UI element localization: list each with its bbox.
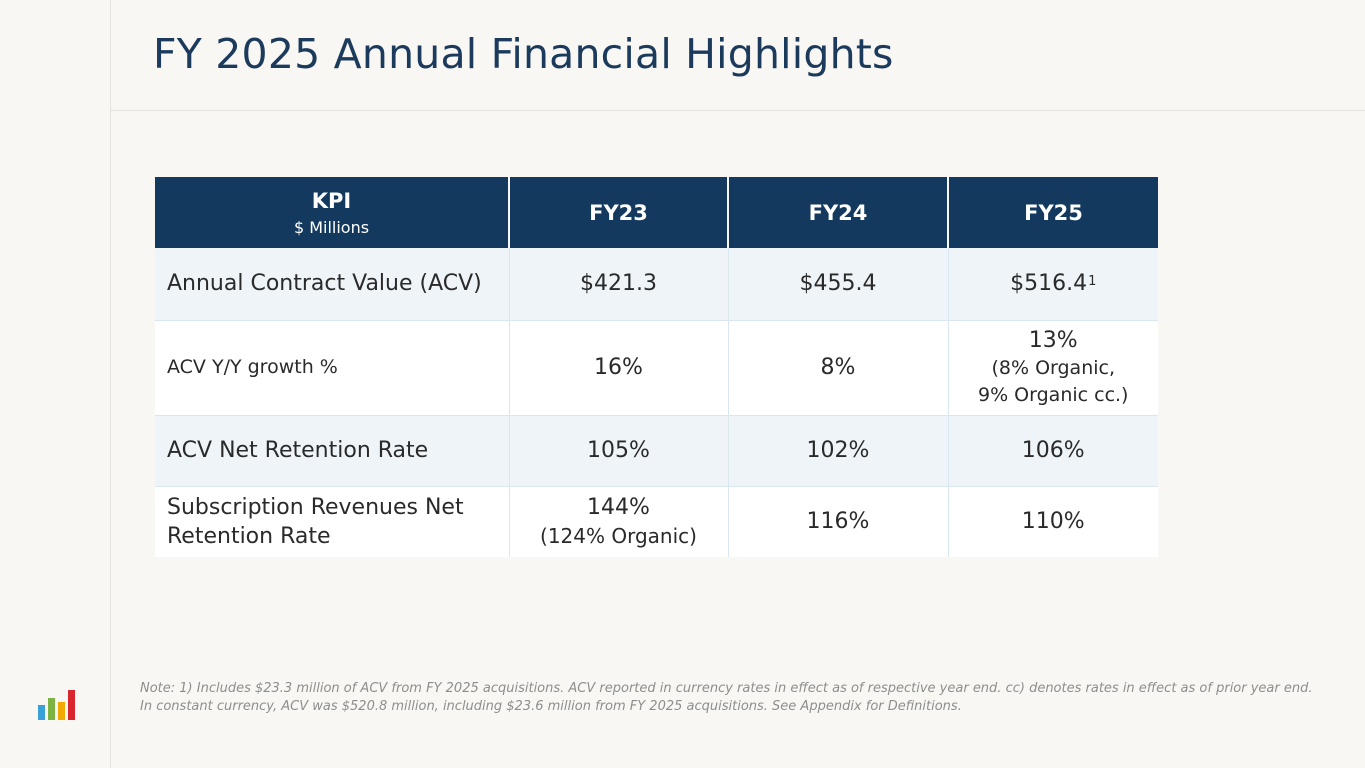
bar-chart-logo-icon — [38, 688, 78, 720]
logo-bar-green — [48, 698, 55, 720]
cell-fy24: 116% — [728, 486, 949, 557]
cell-fy25-note-1: (8% Organic, — [991, 357, 1116, 379]
logo-bar-blue — [38, 705, 45, 720]
cell-fy25: 110% — [948, 486, 1158, 557]
row-label: ACV Net Retention Rate — [155, 415, 510, 487]
cell-fy23-value: 144% — [587, 494, 650, 520]
row-label: Subscription Revenues Net Retention Rate — [155, 486, 510, 557]
cell-fy25-note-2: 9% Organic cc.) — [978, 384, 1129, 406]
cell-fy23: $421.3 — [509, 248, 729, 321]
title-divider — [110, 110, 1365, 111]
cell-fy25-value: 13% — [1028, 328, 1078, 353]
row-label: ACV Y/Y growth % — [155, 320, 510, 416]
cell-fy25: $516.41 — [948, 248, 1158, 321]
header-kpi-label: KPI — [311, 188, 352, 213]
kpi-table: KPI $ Millions FY23 FY24 FY25 Annual Con… — [155, 177, 1158, 557]
logo-bar-yellow — [58, 702, 65, 720]
header-fy25: FY25 — [948, 177, 1158, 248]
table-row-subscription-nrr: Subscription Revenues Net Retention Rate… — [155, 486, 1158, 557]
page-title: FY 2025 Annual Financial Highlights — [153, 30, 894, 78]
header-kpi: KPI $ Millions — [155, 177, 510, 248]
table-header-row: KPI $ Millions FY23 FY24 FY25 — [155, 177, 1158, 248]
table-row-acv-nrr: ACV Net Retention Rate 105% 102% 106% — [155, 415, 1158, 487]
table-row-acv-growth: ACV Y/Y growth % 16% 8% 13% (8% Organic,… — [155, 320, 1158, 416]
header-kpi-sublabel: $ Millions — [293, 217, 370, 237]
table-row-acv: Annual Contract Value (ACV) $421.3 $455.… — [155, 248, 1158, 321]
left-divider — [110, 0, 111, 768]
cell-fy24: 102% — [728, 415, 949, 487]
row-label: Annual Contract Value (ACV) — [155, 248, 510, 321]
header-fy24: FY24 — [728, 177, 949, 248]
cell-fy25: 13% (8% Organic, 9% Organic cc.) — [948, 320, 1158, 416]
cell-fy23: 105% — [509, 415, 729, 487]
footnote: Note: 1) Includes $23.3 million of ACV f… — [140, 681, 1313, 714]
cell-fy25: 106% — [948, 415, 1158, 487]
cell-fy23: 144% (124% Organic) — [509, 486, 729, 557]
cell-fy25-value: $516.4 — [1010, 271, 1088, 297]
logo-bar-red — [68, 690, 75, 720]
cell-fy23: 16% — [509, 320, 729, 416]
cell-fy23-note: (124% Organic) — [540, 523, 697, 548]
footnote-marker: 1 — [1088, 274, 1097, 290]
cell-fy24: 8% — [728, 320, 949, 416]
cell-fy24: $455.4 — [728, 248, 949, 321]
header-fy23: FY23 — [509, 177, 729, 248]
